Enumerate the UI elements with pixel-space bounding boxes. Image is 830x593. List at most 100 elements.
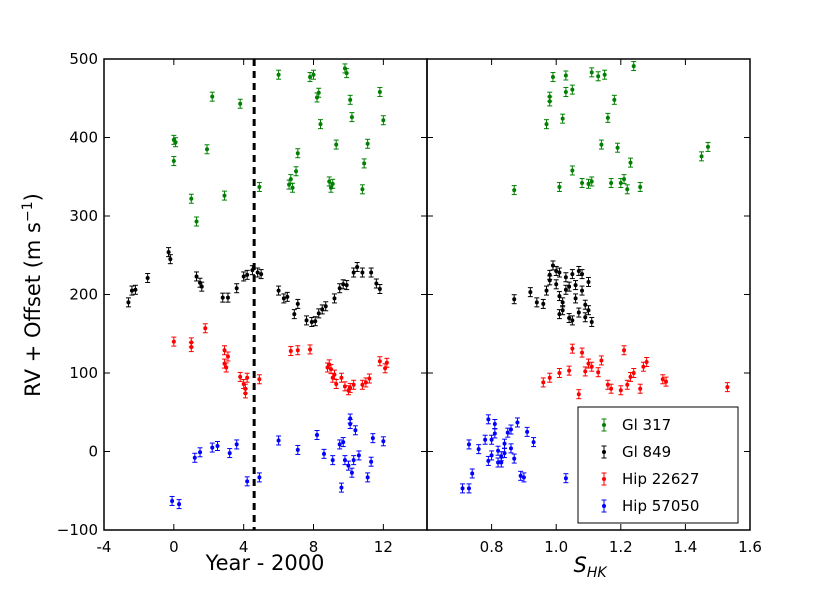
gl317-point [602,69,608,80]
gl849-point [284,291,290,302]
hip22627-point [221,345,227,356]
y-tick-label: 200 [69,286,98,304]
gl849-point [579,285,585,296]
y-tick-label: 100 [69,364,98,382]
gl849-point [586,276,591,287]
gl317-point [293,166,299,177]
hip57050-point [521,472,527,483]
hip57050-point [192,452,198,463]
gl849-point [129,285,135,296]
x-tick-label: 4 [239,538,249,556]
hip22627-point [366,373,372,384]
gl317-point [194,216,200,227]
hip57050-point [337,439,343,450]
gl849-point [354,262,360,273]
gl849-point [368,267,374,278]
gl317-point [359,184,365,195]
gl317-point [188,193,194,204]
hip57050-point [469,468,475,479]
hip57050-point [476,444,482,455]
hip57050-point [209,442,215,453]
gl849-point [569,269,575,280]
gl849-point [255,267,261,278]
x-axis-title-year: Year - 2000 [205,551,325,575]
hip57050-point [352,425,358,436]
gl849-point [373,278,379,289]
hip57050-point [518,470,524,481]
gl317-point [307,72,313,83]
y-axis-title: RV + Offset (m s−1) [20,193,45,397]
hip22627-point [608,383,614,394]
gl849-point [540,298,546,309]
hip57050-point [563,473,569,484]
hip22627-point [351,379,357,390]
gl317-point [705,141,711,152]
hip57050-point [345,460,351,471]
gl317-point [316,87,322,98]
gl317-point [586,178,591,189]
gl317-point [579,178,585,189]
hip57050-point [321,448,327,459]
hip22627-point [295,345,301,356]
hip57050-point [466,439,472,450]
gl849-point [573,280,579,291]
hip22627-point [589,361,595,372]
gl317-point [563,86,569,97]
gl849-point [331,293,337,304]
legend-item-hip57050: Hip 57050 [601,497,699,515]
hip22627-point [569,343,575,354]
gl849-point [167,254,173,265]
gl317-point [605,112,611,123]
gl317-point [560,113,566,124]
gl849-point [553,279,559,290]
gl317-point [608,178,614,189]
gl317-point [256,181,262,192]
hip57050-point [460,483,466,494]
hip22627-point [237,371,243,382]
gl849-point [304,315,310,326]
gl849-point [125,297,131,308]
hip57050-point [495,445,501,456]
gl317-point [173,137,179,148]
hip22627-point [202,323,208,334]
hip57050-point [524,426,530,437]
hip22627-point [540,377,546,388]
hip22627-point [347,382,353,393]
hip22627-point [624,379,630,390]
hip22627-point [631,368,637,378]
gl317-point [317,119,323,130]
hip57050-point [347,413,353,424]
hip57050-point [256,472,262,483]
hip57050-point [349,467,355,478]
hip57050-point [234,439,240,450]
x-tick-label: 8 [309,538,319,556]
gl849-point [309,316,315,327]
hip57050-point [365,472,371,483]
hip22627-point [660,374,666,385]
hip22627-point [547,372,553,383]
hip22627-point [618,385,624,396]
gl849-point [579,269,585,280]
gl317-point [637,181,643,192]
hip22627-point [331,369,337,380]
gl849-point [576,307,582,318]
gl849-point [249,265,255,276]
gl849-point [560,297,566,308]
shk-panel-marks [460,61,730,494]
hip22627-point [288,346,294,357]
gl849-point [377,284,383,295]
hip57050-point [276,435,282,446]
hip22627-point [621,345,627,356]
hip57050-point [314,430,320,441]
legend-item-gl317: Gl 317 [601,416,671,434]
gl849-point [258,269,264,280]
gl849-point [244,269,250,280]
gl317-point [556,181,562,192]
legend-item-gl849: Gl 849 [601,443,671,461]
hip57050-point [511,453,517,464]
x-tick-label: 1.4 [673,538,697,556]
hip57050-point [244,476,250,487]
gl849-point [573,293,579,304]
hip22627-point [377,356,383,367]
y-tick-label: 300 [69,207,98,225]
